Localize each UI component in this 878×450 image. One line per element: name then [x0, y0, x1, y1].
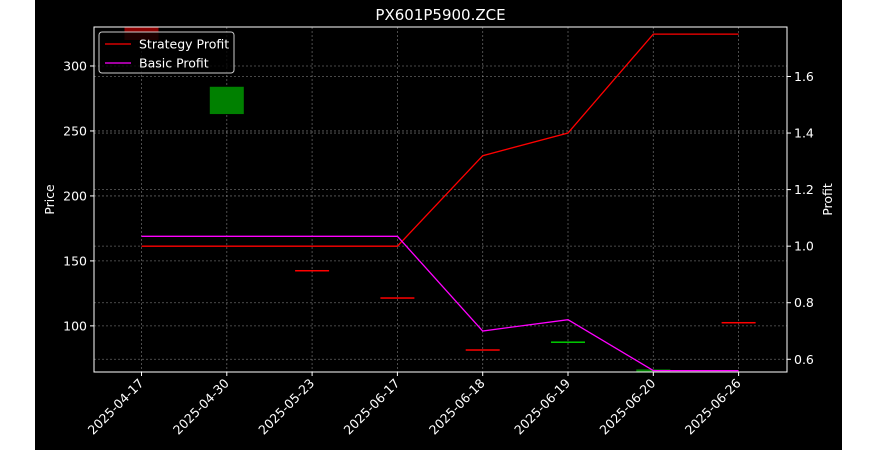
- left-tick-label: 150: [63, 253, 87, 268]
- left-tick-label: 100: [63, 318, 87, 333]
- chart-canvas: 100 150 200 250 300 0.6 0.8 1.0 1.2 1.4 1.6 2025-…: [42, 6, 835, 437]
- chart-figure: 100 150 200 250 300 0.6 0.8 1.0 1.2 1.4 1.6 2025-…: [35, 0, 842, 450]
- profit-lines: [141, 33, 739, 372]
- right-tick-label: 1.4: [794, 126, 814, 141]
- legend-label: Basic Profit: [139, 56, 209, 71]
- price-candle: [209, 86, 244, 115]
- right-tick-label: 1.6: [794, 69, 814, 84]
- x-tick-label: 2025-04-17: [85, 376, 147, 438]
- price-candle: [380, 297, 415, 299]
- plot-area-frame: [93, 26, 788, 373]
- right-tick-label: 0.6: [794, 352, 814, 367]
- right-tick-label: 1.0: [794, 239, 814, 254]
- y-axis-left-title: Price: [42, 184, 57, 215]
- price-candle: [295, 269, 330, 272]
- price-candle: [721, 321, 756, 324]
- left-tick-label: 250: [63, 123, 87, 138]
- legend: Strategy Profit Basic Profit: [98, 31, 235, 74]
- x-tick-label: 2025-06-26: [682, 375, 744, 437]
- price-markers: [124, 27, 756, 372]
- right-y-axis: 0.6 0.8 1.0 1.2 1.4 1.6: [787, 69, 814, 367]
- left-y-axis: 100 150 200 250 300: [63, 58, 94, 333]
- price-candle: [551, 341, 585, 343]
- x-tick-label: 2025-05-23: [255, 376, 317, 438]
- x-tick-label: 2025-06-18: [426, 375, 488, 437]
- chart-title: PX601P5900.ZCE: [375, 6, 505, 24]
- x-tick-label: 2025-06-20: [596, 375, 658, 437]
- price-candle: [465, 349, 500, 351]
- x-tick-label: 2025-06-19: [511, 375, 573, 437]
- series-line-basic-profit: [141, 235, 739, 372]
- right-tick-label: 0.8: [794, 295, 814, 310]
- left-tick-label: 300: [63, 58, 87, 73]
- grid: [94, 27, 787, 372]
- y-axis-right-title: Profit: [820, 183, 835, 216]
- left-tick-label: 200: [63, 188, 87, 203]
- x-tick-label: 2025-04-30: [170, 375, 232, 437]
- legend-label: Strategy Profit: [139, 37, 229, 52]
- series-line-strategy-profit: [141, 33, 739, 247]
- legend-box: [98, 31, 235, 74]
- x-axis: 2025-04-17 2025-04-30 2025-05-23 2025-06-17…: [85, 372, 744, 437]
- x-tick-label: 2025-06-17: [341, 376, 403, 438]
- right-tick-label: 1.2: [794, 182, 814, 197]
